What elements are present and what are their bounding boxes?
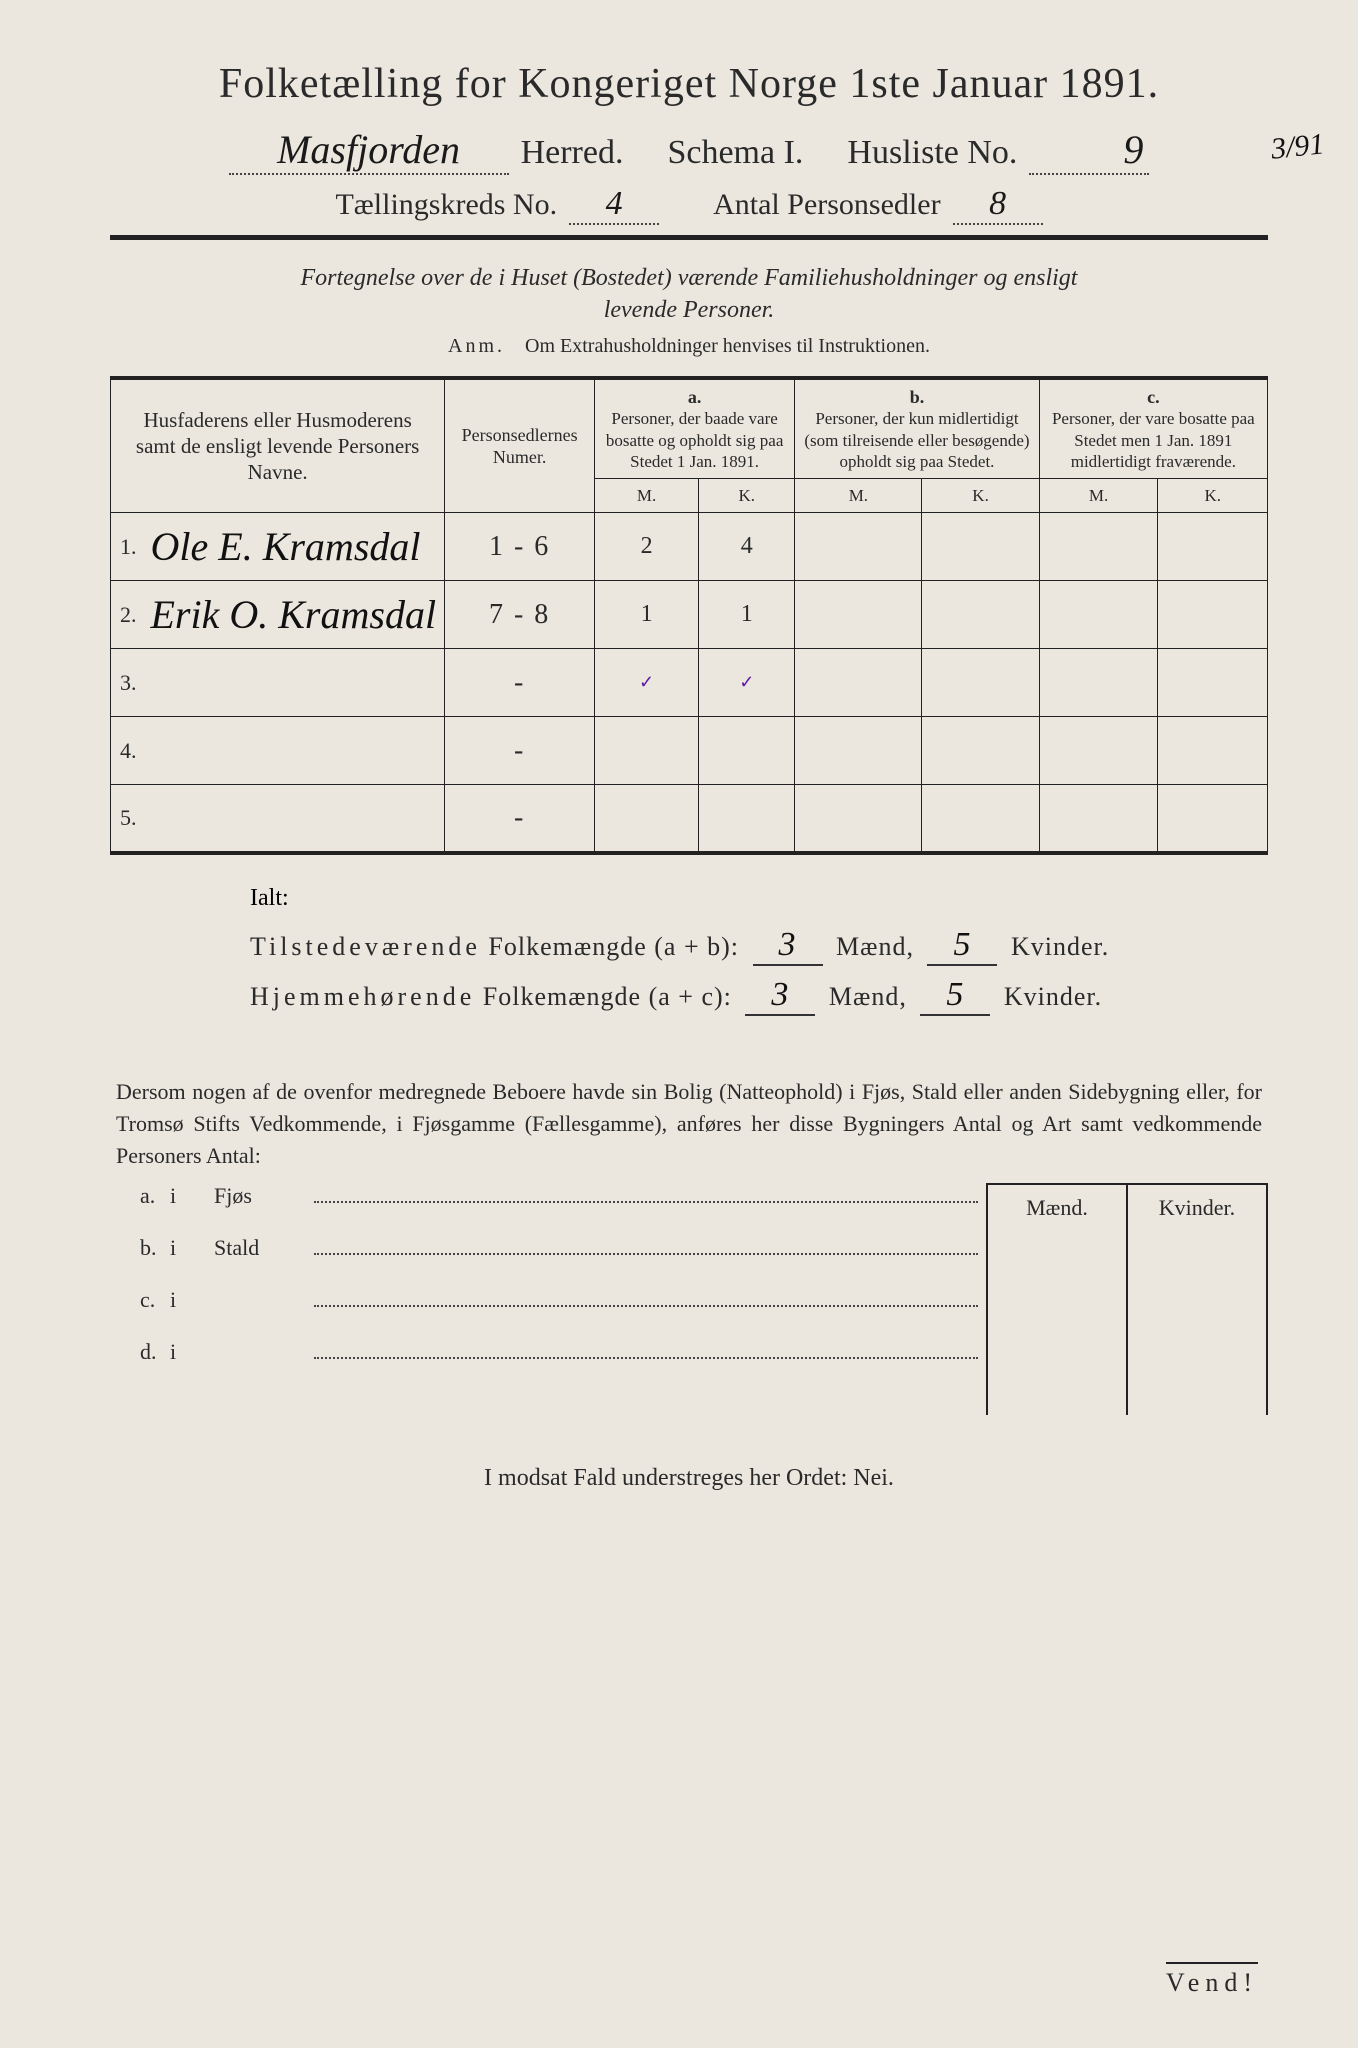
antal-value: 8 — [953, 185, 1043, 225]
subtitle: Fortegnelse over de i Huset (Bostedet) v… — [110, 262, 1268, 327]
kreds-label: Tællingskreds No. — [335, 188, 557, 222]
modsat-line: I modsat Fald understreges her Ordet: Ne… — [110, 1465, 1268, 1492]
table-body: 1. Ole E. Kramsdal 1 - 6 2 4 2. Erik O. … — [111, 513, 1268, 853]
schema-label: Schema I. — [667, 134, 803, 172]
header-line-3: Tællingskreds No. 4 Antal Personsedler 8 — [110, 185, 1268, 225]
present-m: 3 — [753, 926, 823, 966]
husliste-value: 9 — [1029, 126, 1149, 175]
present-k: 5 — [927, 926, 997, 966]
herred-value: Masfjorden — [229, 126, 509, 175]
col-b-m: M. — [795, 479, 922, 513]
mk-box: Mænd. Kvinder. — [986, 1183, 1268, 1415]
group-b: b. Personer, der kun midlertidigt (som t… — [795, 378, 1039, 479]
husliste-label: Husliste No. — [847, 134, 1017, 172]
household-table: Husfaderens eller Husmoderens samt de en… — [110, 376, 1268, 855]
total-resident: Hjemmehørende Folkemængde (a + c): 3 Mæn… — [250, 976, 1268, 1016]
list-item: a. i Fjøs — [110, 1183, 986, 1235]
totals-block: Ialt: Tilstedeværende Folkemængde (a + b… — [110, 885, 1268, 1016]
kvinder-col: Kvinder. — [1128, 1185, 1268, 1415]
divider — [110, 235, 1268, 240]
total-present: Tilstedeværende Folkemængde (a + b): 3 M… — [250, 926, 1268, 966]
ialt-label: Ialt: — [250, 885, 1268, 912]
col-a-k: K. — [699, 479, 795, 513]
resident-k: 5 — [920, 976, 990, 1016]
col-b-k: K. — [922, 479, 1039, 513]
anm-text: Om Extrahusholdninger henvises til Instr… — [525, 335, 930, 357]
outbuildings-block: a. i Fjøs b. i Stald c. i d. i — [110, 1183, 1268, 1415]
list-item: c. i — [110, 1287, 986, 1339]
table-row: 2. Erik O. Kramsdal 7 - 8 1 1 — [111, 581, 1268, 649]
group-a: a. Personer, der baade vare bosatte og o… — [594, 378, 794, 479]
anm-label: Anm. — [448, 335, 505, 357]
herred-label: Herred. — [521, 134, 624, 172]
subtitle-line2: levende Personer. — [604, 297, 775, 323]
table-row: 3. - ✓ ✓ — [111, 649, 1268, 717]
col-a-m: M. — [594, 479, 698, 513]
list-item: d. i — [110, 1339, 986, 1391]
col-c-m: M. — [1039, 479, 1158, 513]
margin-note: 3/91 — [1269, 127, 1326, 166]
dersom-paragraph: Dersom nogen af de ovenfor medregnede Be… — [110, 1076, 1268, 1172]
table-row: 4. - — [111, 717, 1268, 785]
vend-label: Vend! — [1166, 1962, 1258, 1998]
group-c: c. Personer, der vare bosatte paa Stedet… — [1039, 378, 1267, 479]
maend-col: Mænd. — [988, 1185, 1128, 1415]
outbuildings-list: a. i Fjøs b. i Stald c. i d. i — [110, 1183, 986, 1391]
anm-note: Anm. Om Extrahusholdninger henvises til … — [110, 335, 1268, 358]
table-row: 5. - — [111, 785, 1268, 853]
antal-label: Antal Personsedler — [713, 188, 940, 222]
resident-m: 3 — [745, 976, 815, 1016]
header-line-2: Masfjorden Herred. Schema I. Husliste No… — [110, 126, 1268, 175]
census-form-page: Folketælling for Kongeriget Norge 1ste J… — [0, 0, 1358, 2048]
col-c-k: K. — [1158, 479, 1268, 513]
kreds-value: 4 — [569, 185, 659, 225]
col-numer: Personsedlernes Numer. — [445, 378, 595, 513]
table-row: 1. Ole E. Kramsdal 1 - 6 2 4 — [111, 513, 1268, 581]
page-title: Folketælling for Kongeriget Norge 1ste J… — [110, 60, 1268, 108]
subtitle-line1: Fortegnelse over de i Huset (Bostedet) v… — [301, 265, 1078, 291]
col-names: Husfaderens eller Husmoderens samt de en… — [111, 378, 445, 513]
list-item: b. i Stald — [110, 1235, 986, 1287]
